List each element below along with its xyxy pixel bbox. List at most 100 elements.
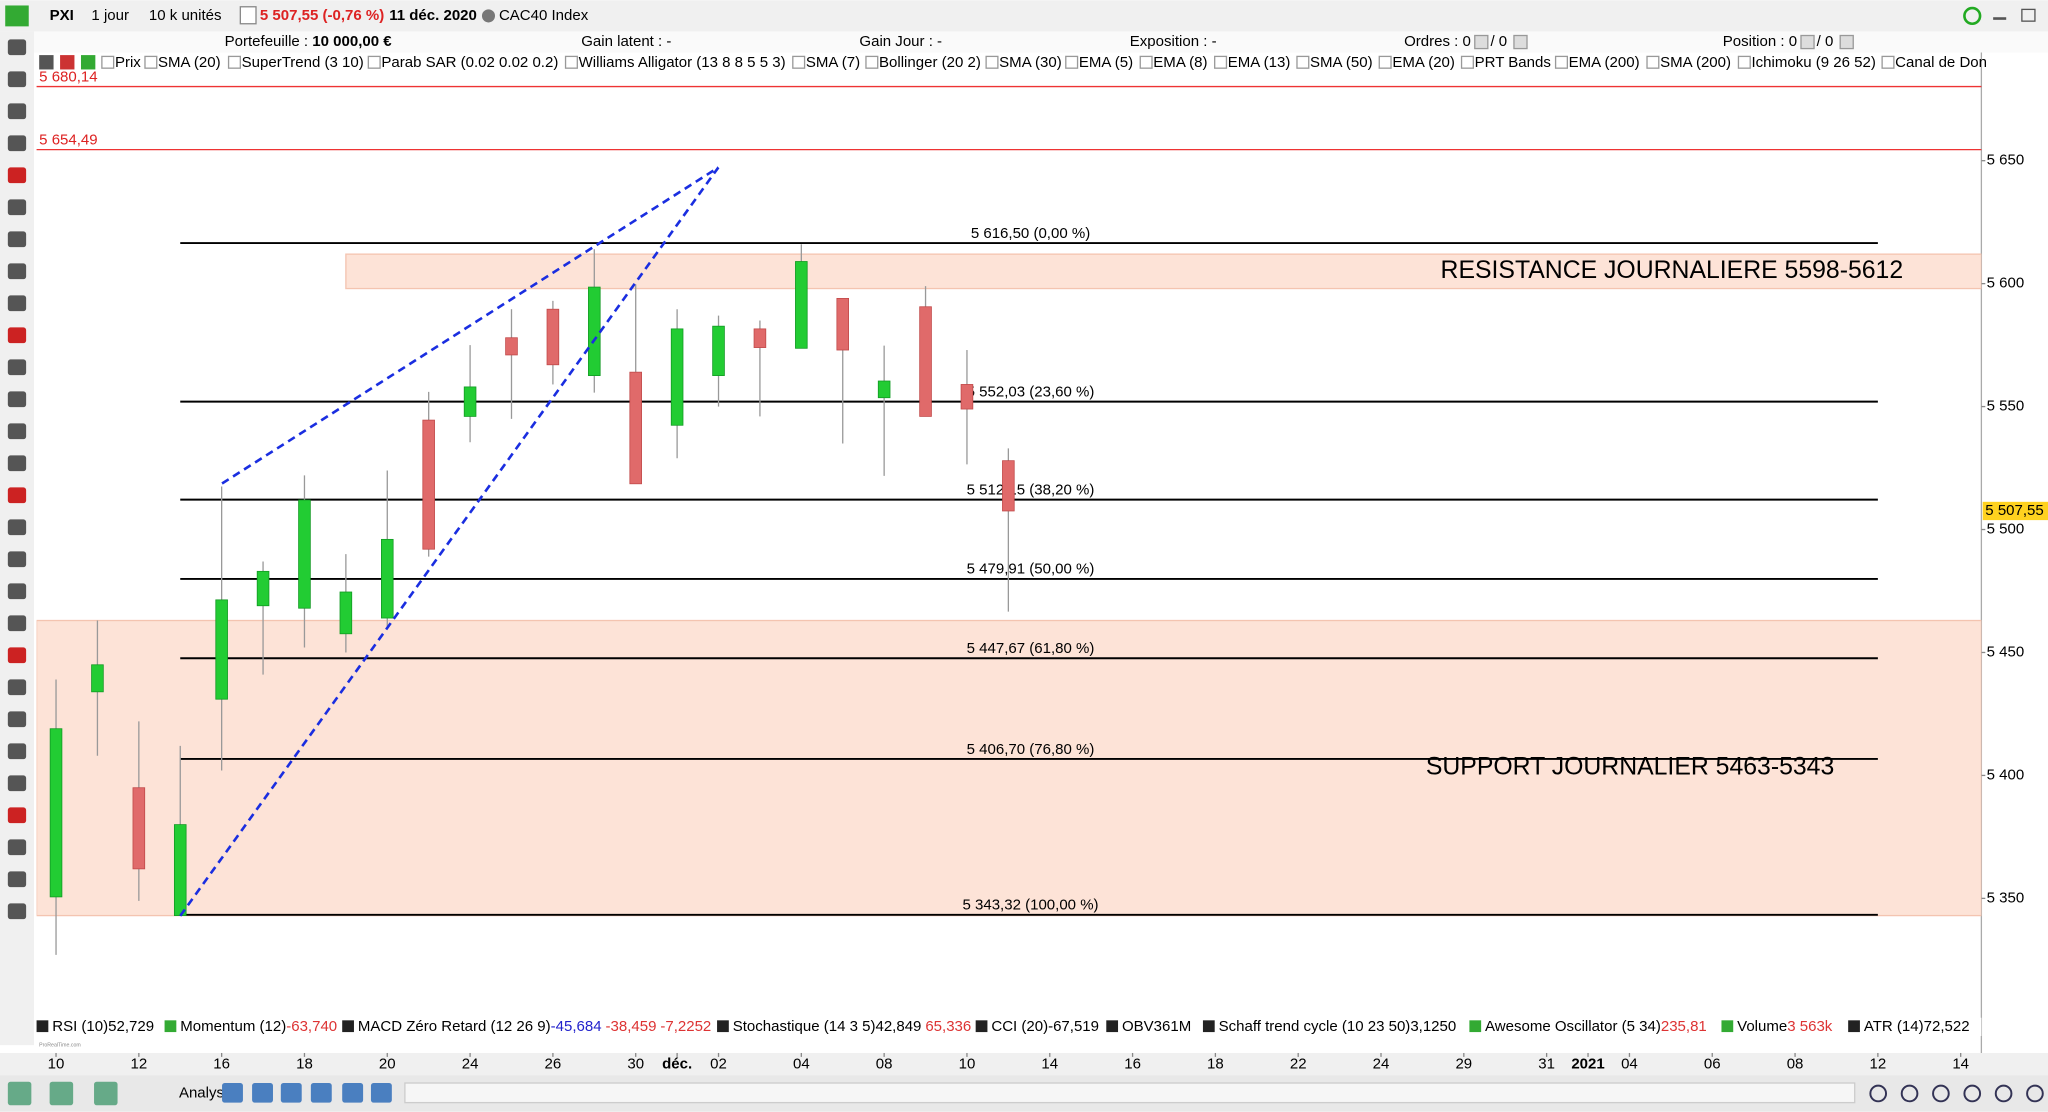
overlay-name[interactable]: SMA (7) xyxy=(806,54,860,71)
tool-icon[interactable] xyxy=(7,807,27,824)
checkbox[interactable] xyxy=(1839,34,1854,50)
tool-icon[interactable] xyxy=(7,391,27,408)
zoom-icon[interactable] xyxy=(1900,1084,1919,1103)
checkbox[interactable] xyxy=(865,55,879,69)
tool-icon[interactable] xyxy=(7,263,27,280)
overlay-name[interactable]: Parab SAR (0.02 0.02 0.2) xyxy=(381,54,558,71)
tool-icon[interactable] xyxy=(7,39,27,56)
overlay-name[interactable]: EMA (20) xyxy=(1392,54,1455,71)
zoom-icon[interactable] xyxy=(1932,1084,1950,1103)
overlay-name[interactable]: SuperTrend (3 10) xyxy=(242,54,364,71)
tool-icon[interactable] xyxy=(7,167,27,184)
tool-icon[interactable] xyxy=(7,871,27,888)
overlay-name[interactable]: SMA (30) xyxy=(999,54,1062,71)
checkbox[interactable] xyxy=(1214,55,1228,69)
overlay-name[interactable]: Prix xyxy=(115,54,141,71)
indicator-icon[interactable] xyxy=(36,1020,49,1033)
toolbar-icon[interactable] xyxy=(370,1083,392,1103)
tool-icon[interactable] xyxy=(7,295,27,312)
checkbox[interactable] xyxy=(985,55,999,69)
indicator-icon[interactable] xyxy=(342,1020,354,1033)
tool-icon[interactable] xyxy=(7,743,27,760)
checkbox[interactable] xyxy=(101,55,115,69)
tool-icon[interactable] xyxy=(7,103,27,120)
tool-icon[interactable] xyxy=(7,327,27,344)
indicator-icon[interactable] xyxy=(1848,1020,1860,1033)
checkbox[interactable] xyxy=(792,55,806,69)
info-icon[interactable] xyxy=(239,6,257,25)
indicator-icon[interactable] xyxy=(717,1020,729,1033)
tool-icon[interactable] xyxy=(7,647,27,664)
tool-icon[interactable] xyxy=(7,839,27,856)
toolbar-icon[interactable] xyxy=(252,1083,273,1103)
checkbox[interactable] xyxy=(144,55,158,69)
tool-icon[interactable] xyxy=(7,519,27,536)
zoom-icon[interactable] xyxy=(2026,1084,2044,1103)
indicator-icon[interactable] xyxy=(1106,1020,1119,1033)
period[interactable]: 1 jour xyxy=(91,7,129,24)
symbol[interactable]: PXI xyxy=(50,7,74,24)
overlay-name[interactable]: EMA (8) xyxy=(1153,54,1207,71)
checkbox[interactable] xyxy=(1296,55,1310,69)
chart-button[interactable] xyxy=(60,55,75,70)
overlay-name[interactable]: Williams Alligator (13 8 8 5 5 3) xyxy=(579,54,786,71)
overlay-name[interactable]: Bollinger (20 2) xyxy=(879,54,981,71)
toolbar-icon[interactable] xyxy=(222,1083,243,1103)
tool-icon[interactable] xyxy=(7,231,27,248)
zoom-icon[interactable] xyxy=(1963,1084,1982,1103)
checkbox[interactable] xyxy=(1646,55,1660,69)
tool-icon[interactable] xyxy=(7,423,27,440)
indicator-icon[interactable] xyxy=(164,1020,177,1033)
tool-icon[interactable] xyxy=(7,135,27,152)
tool-icon[interactable] xyxy=(7,551,27,568)
chart-button[interactable] xyxy=(39,55,54,70)
app-icon[interactable] xyxy=(5,5,29,27)
chart-button[interactable] xyxy=(80,55,96,70)
overlay-name[interactable]: SMA (200) xyxy=(1660,54,1731,71)
overlay-name[interactable]: SMA (50) xyxy=(1310,54,1373,71)
overlay-name[interactable]: SMA (20) xyxy=(158,54,221,71)
toolbar-icon[interactable] xyxy=(280,1083,302,1103)
overlay-name[interactable]: EMA (13) xyxy=(1228,54,1291,71)
tool-icon[interactable] xyxy=(7,583,27,600)
checkbox[interactable] xyxy=(227,55,241,69)
checkbox[interactable] xyxy=(367,55,381,69)
overlay-name[interactable]: Ichimoku (9 26 52) xyxy=(1752,54,1876,71)
zoom-icon[interactable] xyxy=(1994,1084,2013,1103)
tool-icon[interactable] xyxy=(7,775,27,792)
tool-icon[interactable] xyxy=(7,71,27,88)
checkbox[interactable] xyxy=(564,55,578,69)
overlay-name[interactable]: PRT Bands xyxy=(1475,54,1551,71)
checkbox[interactable] xyxy=(1378,55,1392,69)
checkbox[interactable] xyxy=(1881,55,1895,69)
size[interactable]: 10 k unités xyxy=(149,7,222,24)
tool-icon[interactable] xyxy=(7,679,27,696)
zoom-icon[interactable] xyxy=(1869,1084,1888,1103)
indicator-icon[interactable] xyxy=(1469,1020,1482,1033)
scrollbar[interactable] xyxy=(404,1082,1856,1104)
toolbar-icon[interactable] xyxy=(310,1083,332,1103)
tool-icon[interactable] xyxy=(7,711,27,728)
checkbox[interactable] xyxy=(1065,55,1079,69)
checkbox[interactable] xyxy=(1513,34,1528,50)
checkbox[interactable] xyxy=(1139,55,1153,69)
checkbox[interactable] xyxy=(1554,55,1568,69)
tool-icon[interactable] xyxy=(7,199,27,216)
tool-icon[interactable] xyxy=(7,903,27,920)
toolbar-icon[interactable] xyxy=(7,1081,32,1106)
checkbox[interactable] xyxy=(1800,34,1815,50)
tool-icon[interactable] xyxy=(7,455,27,472)
refresh-icon[interactable] xyxy=(1963,6,1982,26)
overlay-name[interactable]: EMA (5) xyxy=(1079,54,1133,71)
checkbox[interactable] xyxy=(1737,55,1751,69)
overlay-name[interactable]: EMA (200) xyxy=(1569,54,1640,71)
indicator-icon[interactable] xyxy=(975,1020,988,1033)
tool-icon[interactable] xyxy=(7,359,27,376)
checkbox[interactable] xyxy=(1474,34,1489,50)
indicator-icon[interactable] xyxy=(1202,1020,1215,1033)
maximize-button[interactable] xyxy=(2021,8,2036,22)
toolbar-icon[interactable] xyxy=(342,1083,364,1103)
checkbox[interactable] xyxy=(1460,55,1474,69)
tool-icon[interactable] xyxy=(7,487,27,504)
tool-icon[interactable] xyxy=(7,615,27,632)
